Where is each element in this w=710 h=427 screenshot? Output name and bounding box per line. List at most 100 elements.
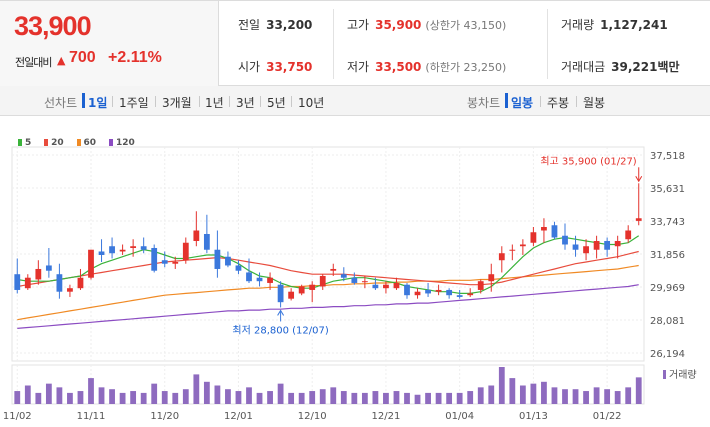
- tab-1y[interactable]: 1년: [205, 96, 224, 110]
- low-arrow-head: [277, 309, 285, 316]
- volume-bar: [119, 392, 126, 404]
- candle-body: [35, 268, 42, 280]
- legend-ma120: 120: [108, 138, 135, 148]
- candle-body: [330, 268, 337, 271]
- candle-body: [24, 277, 31, 289]
- volume-bar: [572, 389, 579, 404]
- volume-bar: [288, 392, 295, 404]
- volume-bar: [35, 392, 42, 404]
- volume-bar: [298, 392, 305, 404]
- candle-body: [593, 240, 600, 250]
- volume-bar: [45, 383, 52, 404]
- tab-3m[interactable]: 3개월: [162, 96, 192, 110]
- candle-body: [425, 289, 431, 294]
- high-arrow-head: [635, 176, 643, 183]
- volume-bar: [109, 389, 115, 404]
- price-box: 33,900 전일대비 ▲ 700 +2.11%: [0, 1, 219, 86]
- current-price: 33,900: [14, 11, 92, 41]
- candle-body: [456, 295, 463, 297]
- y-tick-label: 37,518: [650, 151, 685, 162]
- volume-bar: [583, 391, 589, 404]
- volume-bar: [319, 389, 326, 404]
- candle-body: [519, 244, 526, 247]
- volume-bar: [541, 381, 547, 404]
- tab-10y[interactable]: 10년: [298, 96, 325, 110]
- x-tick-label: 11/20: [150, 411, 179, 422]
- candle-body: [246, 272, 252, 282]
- candle-body: [309, 284, 316, 290]
- volume-bar: [498, 367, 505, 404]
- candle-body: [541, 227, 547, 231]
- candle-body: [393, 282, 400, 289]
- ma-legend: 5 20 60 120: [18, 138, 145, 148]
- volume-bar: [477, 387, 484, 404]
- ma60-line: [17, 264, 639, 321]
- candle-body: [477, 281, 484, 290]
- volume-bar: [446, 392, 453, 404]
- volume-bar: [551, 387, 558, 404]
- x-tick-label: 12/21: [372, 411, 401, 422]
- candle-body: [56, 274, 63, 292]
- x-tick-label: 01/04: [445, 411, 474, 422]
- candle-body: [404, 284, 410, 296]
- volume-label: 거래량: [669, 369, 697, 381]
- y-tick-label: 26,194: [650, 349, 685, 360]
- volume-bar: [246, 387, 252, 404]
- volume-bar: [182, 389, 189, 404]
- change-percent: +2.11%: [108, 49, 162, 66]
- tab-3y[interactable]: 3년: [236, 96, 255, 110]
- candle-body: [635, 218, 642, 221]
- candle-body: [340, 274, 347, 278]
- volume-bar: [267, 391, 273, 404]
- tab-monthly[interactable]: 월봉: [583, 96, 606, 110]
- candle-body: [383, 284, 389, 289]
- tab-weekly[interactable]: 주봉: [547, 96, 570, 110]
- legend-ma60: 60: [76, 138, 96, 148]
- volume-bar: [77, 391, 84, 404]
- volume-bar: [372, 391, 379, 404]
- y-tick-label: 29,969: [650, 283, 685, 294]
- volume-bar: [635, 377, 642, 404]
- volume-bar: [161, 391, 168, 404]
- volume-bar: [24, 385, 31, 404]
- volume-legend-swatch: [663, 370, 666, 379]
- candle-body: [319, 275, 326, 287]
- tab-1w[interactable]: 1주일: [119, 96, 149, 110]
- volume-bar: [330, 387, 337, 404]
- change-value: 700: [69, 49, 96, 66]
- tab-1d[interactable]: 1일: [88, 96, 108, 110]
- tab-daily[interactable]: 일봉: [511, 96, 534, 110]
- candle-body: [172, 261, 179, 264]
- volume-bar: [151, 383, 158, 404]
- change-label: 전일대비: [15, 56, 52, 69]
- volume-bar: [404, 392, 410, 404]
- volume-bar: [277, 383, 284, 404]
- candle-body: [361, 281, 368, 283]
- volume-bar: [309, 391, 316, 404]
- x-tick-label: 12/01: [224, 411, 253, 422]
- candle-body: [614, 240, 621, 247]
- candle-body: [67, 288, 73, 292]
- volume-bar: [361, 392, 368, 404]
- candle-body: [203, 233, 210, 250]
- tab-5y[interactable]: 5년: [267, 96, 286, 110]
- volume-bar: [193, 374, 200, 404]
- candle-body: [267, 277, 273, 283]
- candle-body: [530, 232, 537, 243]
- volume-bar: [530, 383, 537, 404]
- period-tabbar: 선차트 1일 1주일 3개월 1년 3년 5년 10년 봉차트 일봉 주봉 월봉: [0, 86, 710, 116]
- volume-bar: [56, 387, 63, 404]
- candle-body: [446, 289, 453, 296]
- candle-body: [88, 249, 94, 278]
- candle-body: [151, 247, 158, 271]
- volume-bar: [467, 391, 474, 404]
- x-tick-label: 01/22: [593, 411, 622, 422]
- volume-bar: [235, 391, 242, 404]
- volume-bar: [488, 385, 495, 404]
- candle-body: [45, 265, 52, 271]
- candle-body: [604, 240, 611, 250]
- candle-body: [225, 256, 231, 266]
- candle-body: [161, 260, 168, 264]
- candle-body: [298, 286, 305, 294]
